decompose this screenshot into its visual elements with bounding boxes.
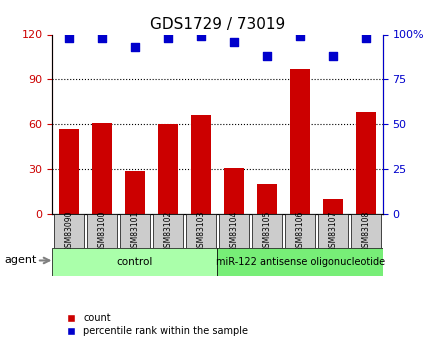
Point bbox=[98, 35, 105, 41]
Text: GSM83106: GSM83106 bbox=[295, 210, 304, 252]
Text: GSM83104: GSM83104 bbox=[229, 210, 238, 252]
FancyBboxPatch shape bbox=[54, 214, 83, 248]
Text: GSM83108: GSM83108 bbox=[361, 210, 370, 252]
Point bbox=[362, 35, 369, 41]
FancyBboxPatch shape bbox=[120, 214, 149, 248]
FancyBboxPatch shape bbox=[186, 214, 215, 248]
Legend: count, percentile rank within the sample: count, percentile rank within the sample bbox=[57, 309, 252, 340]
Text: miR-122 antisense oligonucleotide: miR-122 antisense oligonucleotide bbox=[215, 257, 384, 267]
Title: GDS1729 / 73019: GDS1729 / 73019 bbox=[150, 17, 284, 32]
Point bbox=[296, 33, 303, 39]
Bar bbox=[59, 129, 79, 214]
Text: control: control bbox=[116, 257, 153, 267]
Bar bbox=[224, 168, 243, 214]
Text: GSM83105: GSM83105 bbox=[262, 210, 271, 252]
Text: GSM83102: GSM83102 bbox=[163, 210, 172, 252]
Bar bbox=[322, 199, 342, 214]
Bar bbox=[191, 115, 210, 214]
Bar bbox=[289, 69, 309, 214]
FancyBboxPatch shape bbox=[318, 214, 347, 248]
Point bbox=[131, 44, 138, 50]
Text: GSM83103: GSM83103 bbox=[196, 210, 205, 252]
FancyBboxPatch shape bbox=[219, 214, 248, 248]
Bar bbox=[125, 170, 145, 214]
FancyBboxPatch shape bbox=[351, 214, 380, 248]
Text: GSM83101: GSM83101 bbox=[130, 210, 139, 252]
FancyBboxPatch shape bbox=[217, 248, 382, 276]
Bar bbox=[92, 123, 112, 214]
FancyBboxPatch shape bbox=[252, 214, 281, 248]
FancyBboxPatch shape bbox=[153, 214, 182, 248]
FancyBboxPatch shape bbox=[52, 248, 217, 276]
Bar bbox=[256, 184, 276, 214]
Point bbox=[164, 35, 171, 41]
Point bbox=[230, 39, 237, 45]
Bar bbox=[355, 112, 375, 214]
FancyBboxPatch shape bbox=[285, 214, 314, 248]
Point bbox=[197, 33, 204, 39]
Text: GSM83090: GSM83090 bbox=[64, 210, 73, 252]
Text: GSM83100: GSM83100 bbox=[97, 210, 106, 252]
FancyBboxPatch shape bbox=[87, 214, 116, 248]
Point bbox=[65, 35, 72, 41]
Point bbox=[263, 53, 270, 59]
Text: agent: agent bbox=[4, 256, 36, 265]
Point bbox=[329, 53, 336, 59]
Text: GSM83107: GSM83107 bbox=[328, 210, 337, 252]
Bar bbox=[158, 124, 178, 214]
